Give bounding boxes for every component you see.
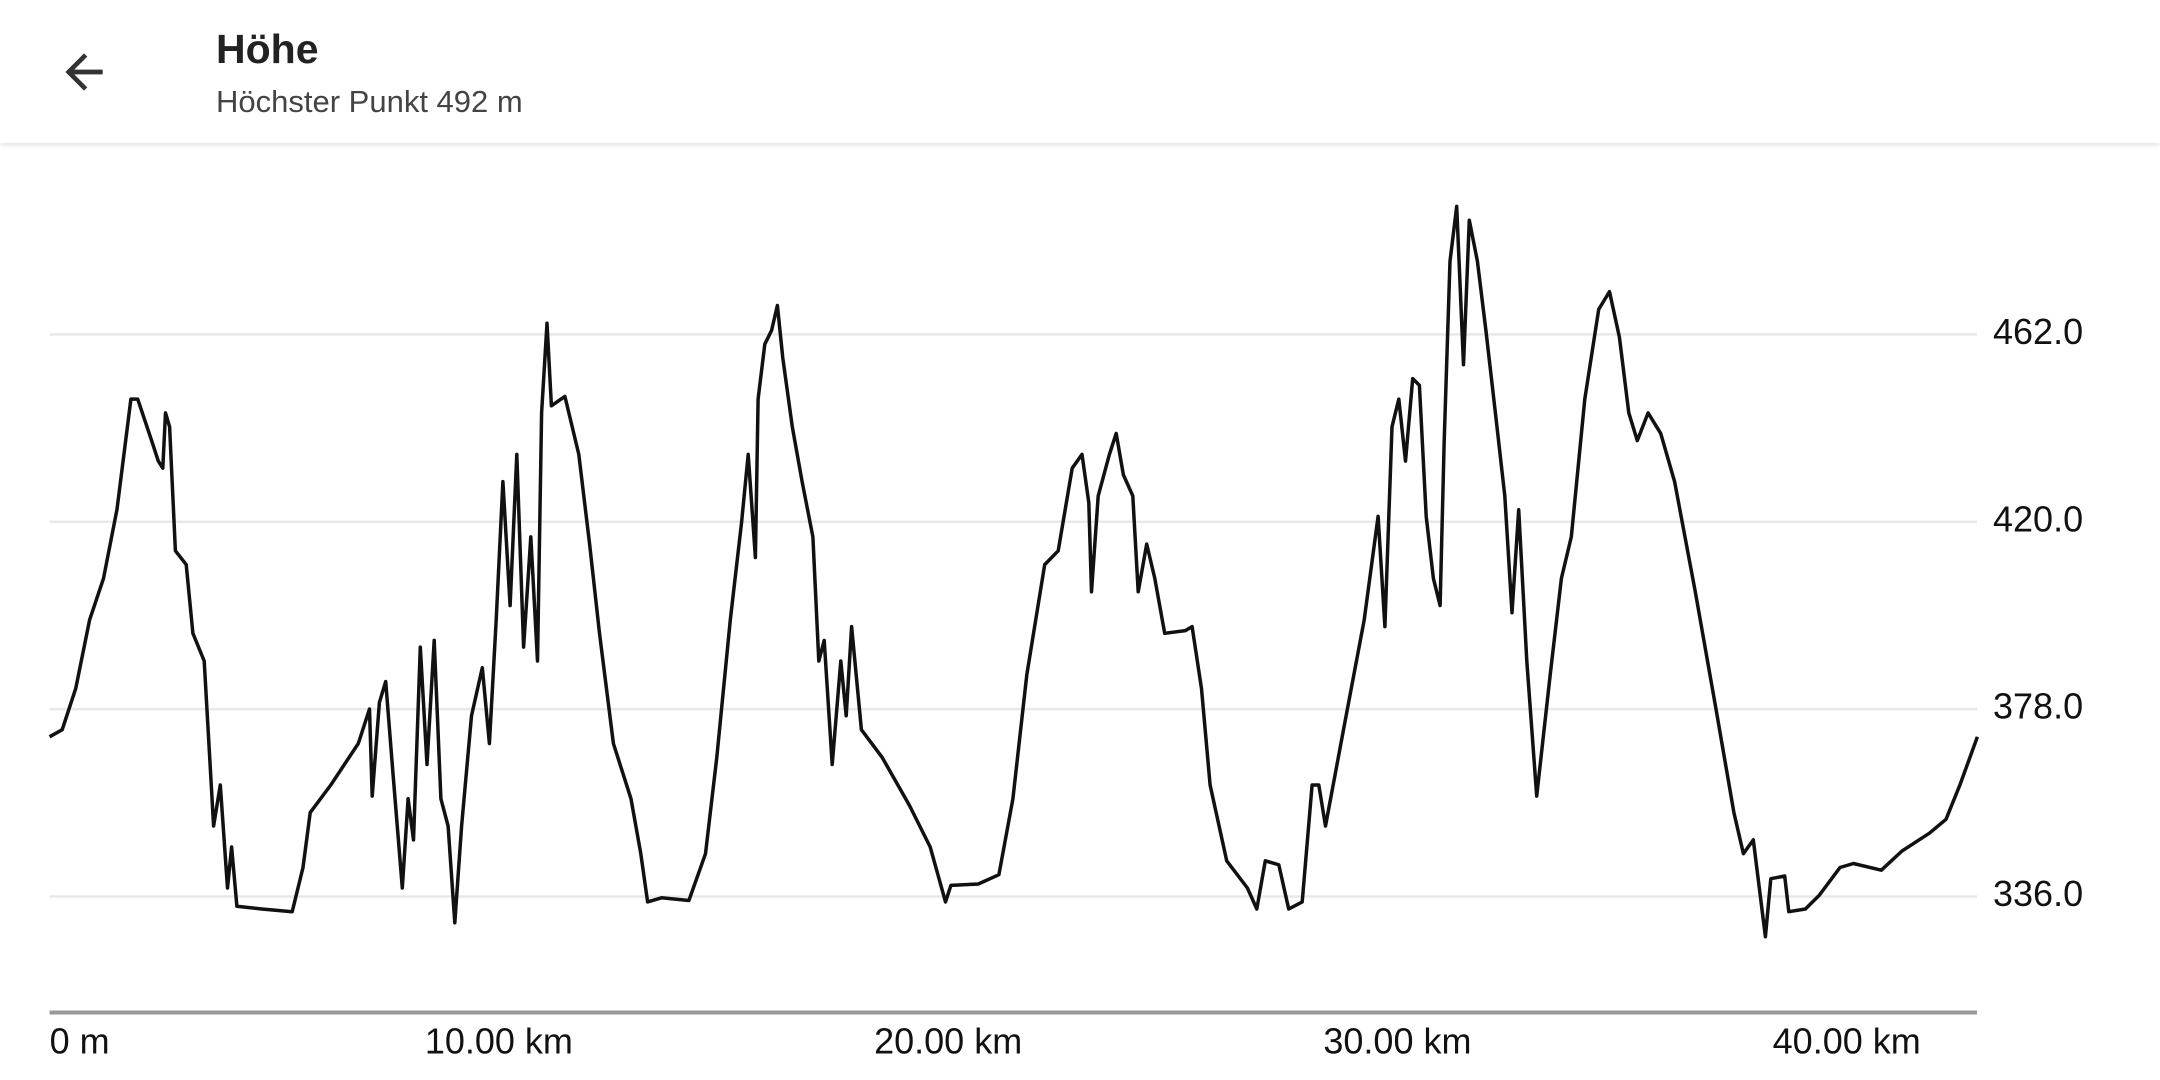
x-tick-label: 10.00 km bbox=[425, 1021, 573, 1062]
x-tick-label: 30.00 km bbox=[1323, 1021, 1471, 1062]
x-tick-label: 0 m bbox=[50, 1021, 110, 1062]
y-tick-label: 378.0 bbox=[1993, 686, 2083, 727]
x-tick-label: 40.00 km bbox=[1773, 1021, 1921, 1062]
x-tick-label: 20.00 km bbox=[874, 1021, 1022, 1062]
title: Höhe bbox=[216, 26, 319, 72]
elevation-line bbox=[48, 204, 1980, 939]
subtitle: Höchster Punkt 492 m bbox=[216, 84, 523, 119]
app-bar: Höhe Höchster Punkt 492 m bbox=[0, 0, 2160, 143]
y-tick-label: 336.0 bbox=[1993, 873, 2083, 914]
back-button[interactable] bbox=[56, 44, 112, 100]
y-tick-label: 462.0 bbox=[1993, 311, 2083, 352]
y-tick-label: 420.0 bbox=[1993, 498, 2083, 539]
